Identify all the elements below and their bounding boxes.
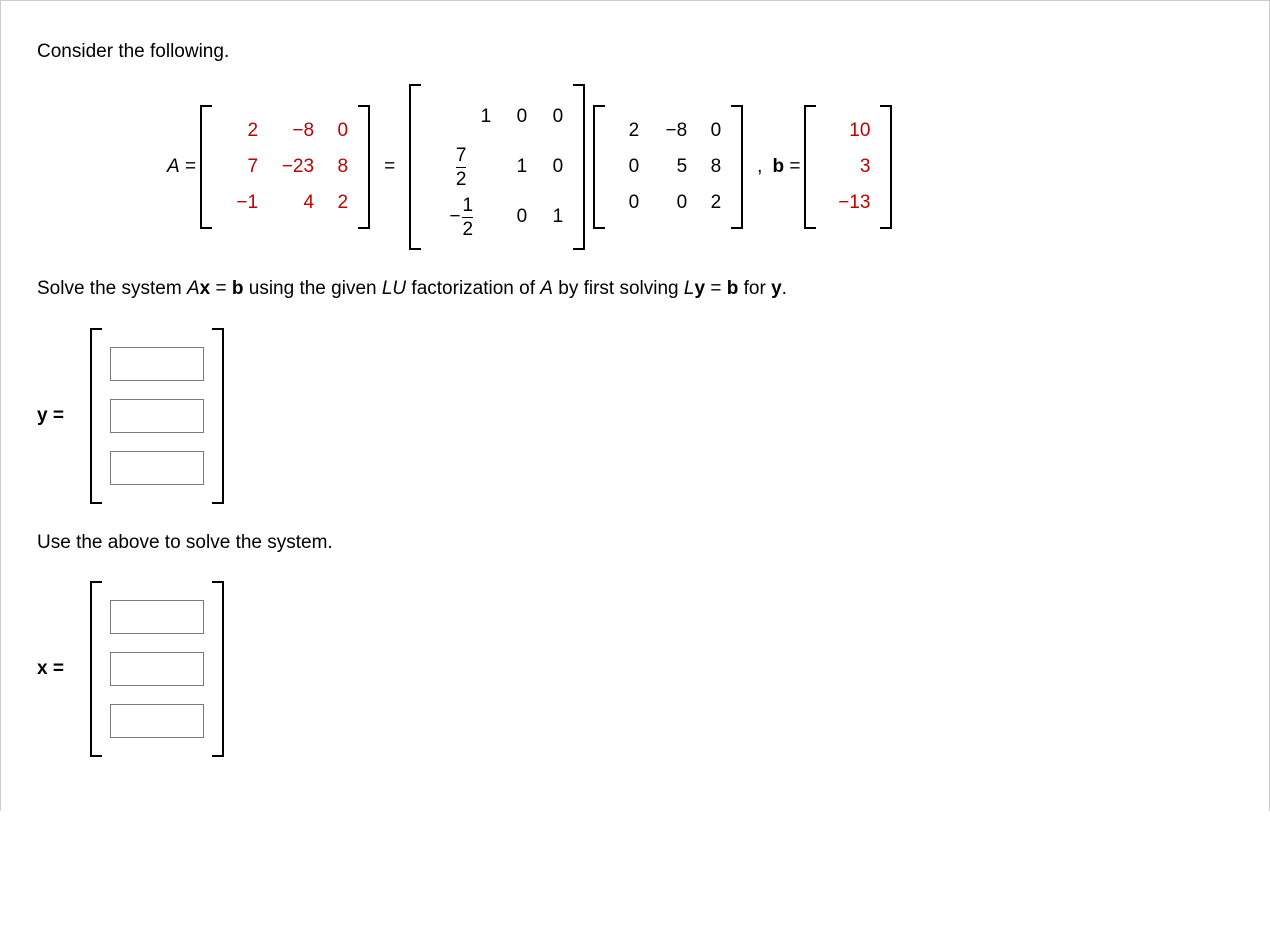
matrix-b: 103−13 xyxy=(804,105,892,229)
x2-input[interactable] xyxy=(110,652,204,686)
instruction-1: Solve the system Ax = b using the given … xyxy=(37,274,1239,303)
y-answer-block: y = xyxy=(37,328,1239,504)
A-label: A = xyxy=(167,156,196,178)
equation-display: A = 2−807−238−142 = 1007210−1201 2−80058… xyxy=(37,84,1239,250)
y3-input[interactable] xyxy=(110,451,204,485)
problem-page: Consider the following. A = 2−807−238−14… xyxy=(0,0,1270,811)
y1-input[interactable] xyxy=(110,347,204,381)
x1-input[interactable] xyxy=(110,600,204,634)
matrix-A: 2−807−238−142 xyxy=(200,105,370,229)
comma: , xyxy=(757,156,762,178)
x3-input[interactable] xyxy=(110,704,204,738)
instruction-2: Use the above to solve the system. xyxy=(37,528,1239,557)
x-vector-inputs xyxy=(90,581,224,757)
y-vector-inputs xyxy=(90,328,224,504)
matrix-U: 2−80058002 xyxy=(593,105,743,229)
intro-text: Consider the following. xyxy=(37,37,1239,66)
matrix-L: 1007210−1201 xyxy=(409,84,585,250)
b-label: b = xyxy=(772,156,800,178)
y-label: y = xyxy=(37,405,64,427)
x-answer-block: x = xyxy=(37,581,1239,757)
y2-input[interactable] xyxy=(110,399,204,433)
x-label: x = xyxy=(37,658,64,680)
equals-1: = xyxy=(384,156,395,178)
